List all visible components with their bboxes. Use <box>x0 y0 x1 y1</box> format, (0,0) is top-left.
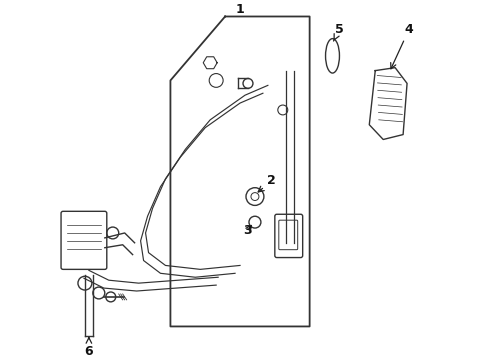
Text: 6: 6 <box>85 338 93 357</box>
Text: 3: 3 <box>244 224 252 237</box>
Text: 4: 4 <box>391 23 414 69</box>
Text: 1: 1 <box>236 3 245 16</box>
Text: 5: 5 <box>334 23 344 41</box>
Text: 2: 2 <box>258 174 276 192</box>
